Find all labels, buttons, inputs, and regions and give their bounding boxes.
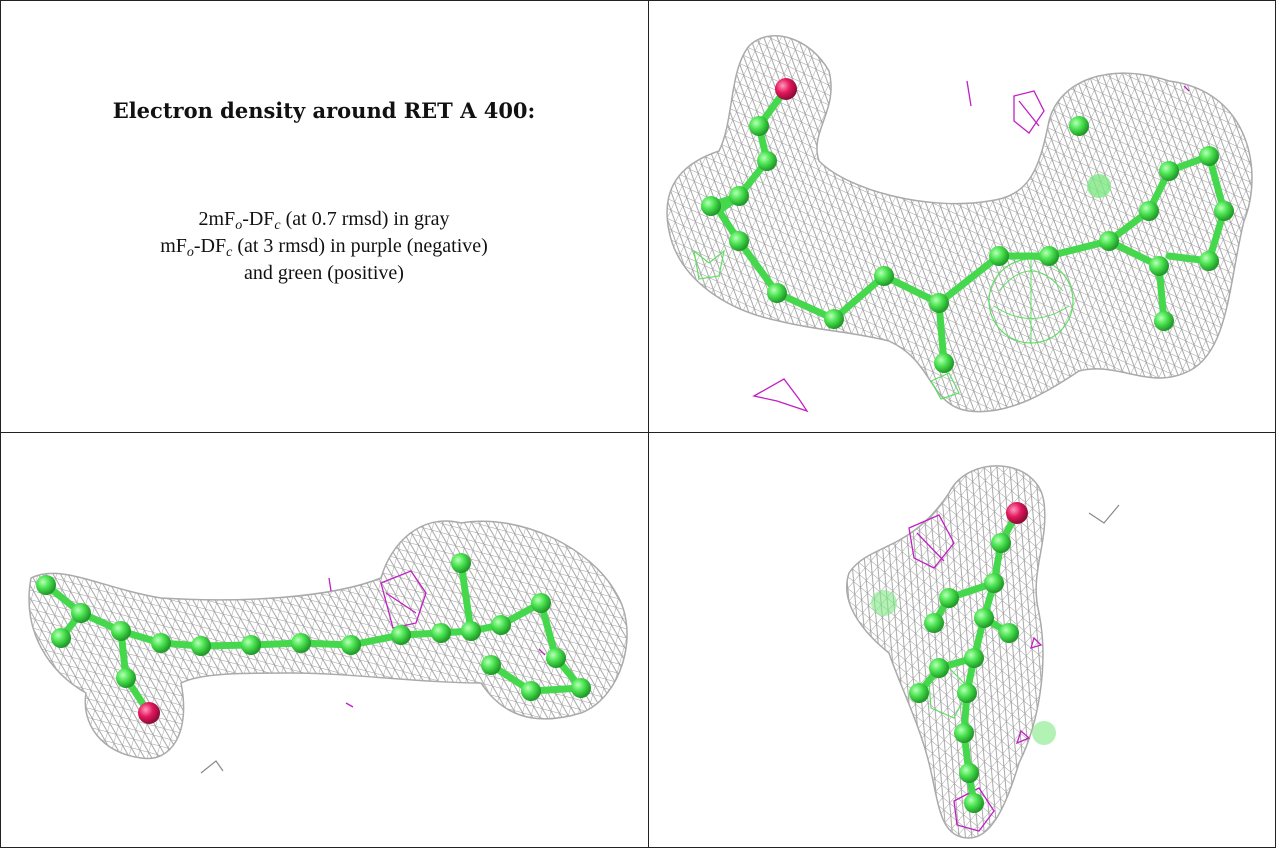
residual-fragment	[1088, 504, 1120, 524]
negative-density-blob-1	[1013, 90, 1045, 134]
horizontal-divider	[0, 432, 1276, 433]
legend-line-1-sub-c: c	[274, 218, 281, 233]
negative-density-blob	[380, 570, 427, 629]
legend-line-1: 2mFo-DFc (at 0.7 rmsd) in gray	[1, 206, 647, 233]
positive-density-small-1	[693, 249, 725, 280]
legend-line-2-prefix: mF	[160, 235, 187, 257]
view-bottom-right	[649, 433, 1275, 847]
atom-spheres	[701, 78, 1234, 373]
atom-spheres	[36, 553, 591, 724]
negative-density-blob-1	[908, 514, 955, 569]
vertical-divider	[648, 0, 649, 848]
legend-cell: Electron density around RET A 400: 2mFo-…	[1, 1, 647, 431]
residual-fragment	[200, 760, 224, 774]
density-mesh	[28, 520, 628, 760]
density-mesh	[666, 35, 1253, 413]
negative-density-specks	[1015, 636, 1043, 745]
figure-title: Electron density around RET A 400:	[112, 98, 536, 123]
legend-line-3: and green (positive)	[244, 262, 404, 284]
legend-line-2-sub-o: o	[186, 245, 194, 260]
legend-line-1-prefix: 2mF	[198, 208, 236, 230]
molecule-mesh-icon	[846, 465, 1120, 839]
view-top-right	[649, 1, 1275, 431]
view-bottom-left	[1, 433, 648, 847]
negative-density-specks	[328, 577, 546, 708]
legend-line-1-mid: -DF	[242, 208, 275, 230]
negative-density-blob-2	[752, 378, 809, 413]
legend-line-2-mid: -DF	[193, 235, 227, 257]
legend-line-2-sub-c: c	[226, 245, 233, 260]
positive-density-small-2	[930, 372, 960, 400]
negative-density-specks	[966, 80, 1190, 107]
positive-density-mesh-lines	[993, 259, 1070, 343]
legend-text: 2mFo-DFc (at 0.7 rmsd) in gray mFo-DFc (…	[1, 206, 647, 287]
legend-line-2: mFo-DFc (at 3 rmsd) in purple (negative)	[1, 233, 647, 260]
molecule-mesh-icon	[666, 35, 1253, 413]
molecule-mesh-icon	[28, 520, 628, 774]
legend-line-2-suffix: (at 3 rmsd) in purple (negative)	[232, 235, 488, 257]
legend-line-1-suffix: (at 0.7 rmsd) in gray	[280, 208, 450, 230]
atom-spheres	[871, 502, 1056, 813]
legend-line-1-sub-o: o	[235, 218, 243, 233]
